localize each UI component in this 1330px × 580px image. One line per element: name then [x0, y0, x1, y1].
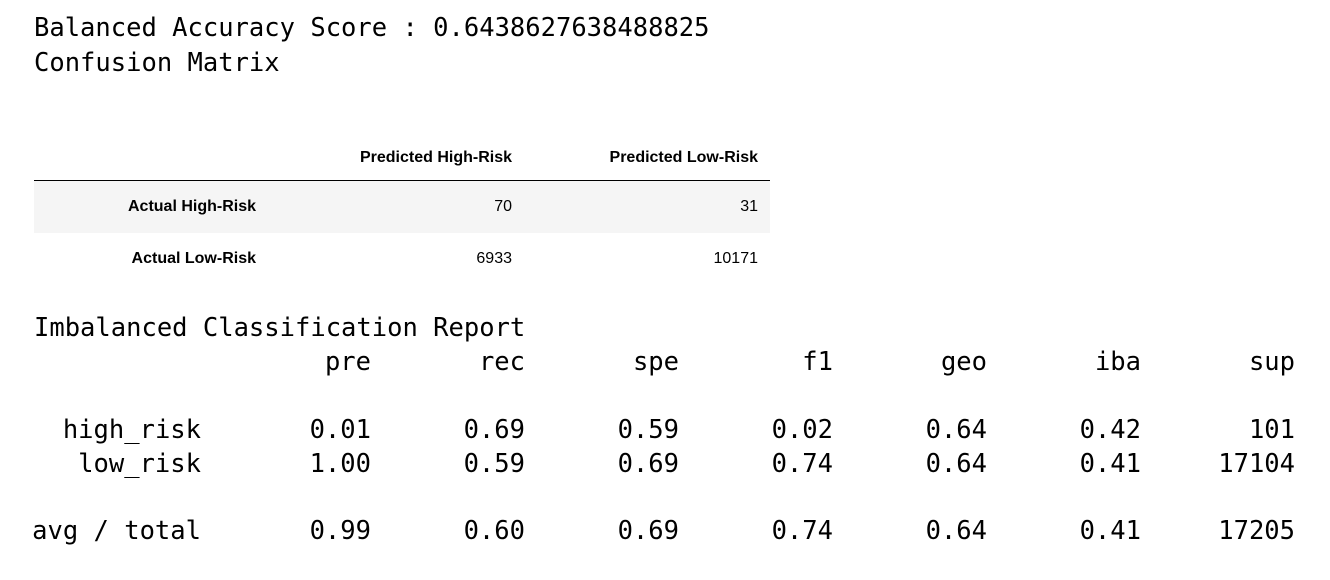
column-header: Predicted High-Risk — [268, 135, 524, 181]
report-cell: 0.01 — [309, 415, 371, 445]
report-cell: 1.00 — [309, 449, 371, 479]
report-cell: 0.41 — [1079, 449, 1141, 479]
row-header: Actual Low-Risk — [131, 250, 256, 267]
report-row-label: avg / total — [32, 516, 201, 546]
column-header: Predicted Low-Risk — [524, 135, 770, 181]
report-header: geo — [940, 347, 987, 377]
cell: 10171 — [713, 250, 759, 267]
report-cell: 0.64 — [925, 516, 987, 546]
report-cell: 0.99 — [309, 516, 371, 546]
confusion-matrix: Predicted High-Risk Predicted Low-Risk A… — [34, 135, 770, 285]
report-cell: 0.69 — [617, 516, 679, 546]
report-cell: 0.42 — [1079, 415, 1141, 445]
row-header: Actual High-Risk — [127, 198, 256, 215]
cell: 31 — [740, 198, 758, 215]
score-line: Balanced Accuracy Score : 0.643862763848… — [34, 13, 710, 43]
report-header: iba — [1094, 347, 1141, 377]
report-title: Imbalanced Classification Report — [34, 313, 526, 343]
report-cell: 0.41 — [1079, 516, 1141, 546]
report-cell: 0.64 — [925, 449, 987, 479]
report-cell: 101 — [1248, 415, 1295, 445]
report-header: sup — [1248, 347, 1295, 377]
report-header: rec — [478, 347, 525, 377]
row: Actual High-Risk 70 31 — [34, 180, 770, 233]
matrix-title: Confusion Matrix — [34, 48, 280, 78]
report-cell: 0.69 — [463, 415, 525, 445]
report-cell: 17104 — [1218, 449, 1295, 479]
report-header: f1 — [802, 347, 833, 377]
report-cell: 0.64 — [925, 415, 987, 445]
report-header: spe — [632, 347, 679, 377]
report-cell: 0.74 — [771, 449, 833, 479]
row: Actual Low-Risk 6933 10171 — [34, 233, 770, 285]
corner — [34, 135, 268, 181]
report-row-label: low_risk — [78, 449, 201, 479]
report-cell: 0.59 — [463, 449, 525, 479]
cell: 70 — [494, 198, 512, 215]
report-cell: 0.69 — [617, 449, 679, 479]
report-header: pre — [324, 347, 371, 377]
report-cell: 0.74 — [771, 516, 833, 546]
header-row: Predicted High-Risk Predicted Low-Risk — [34, 135, 770, 181]
report-row-label: high_risk — [62, 415, 201, 445]
report-cell: 0.59 — [617, 415, 679, 445]
report-cell: 0.60 — [463, 516, 525, 546]
cell: 6933 — [476, 250, 512, 267]
report-cell: 17205 — [1218, 516, 1295, 546]
report-cell: 0.02 — [771, 415, 833, 445]
